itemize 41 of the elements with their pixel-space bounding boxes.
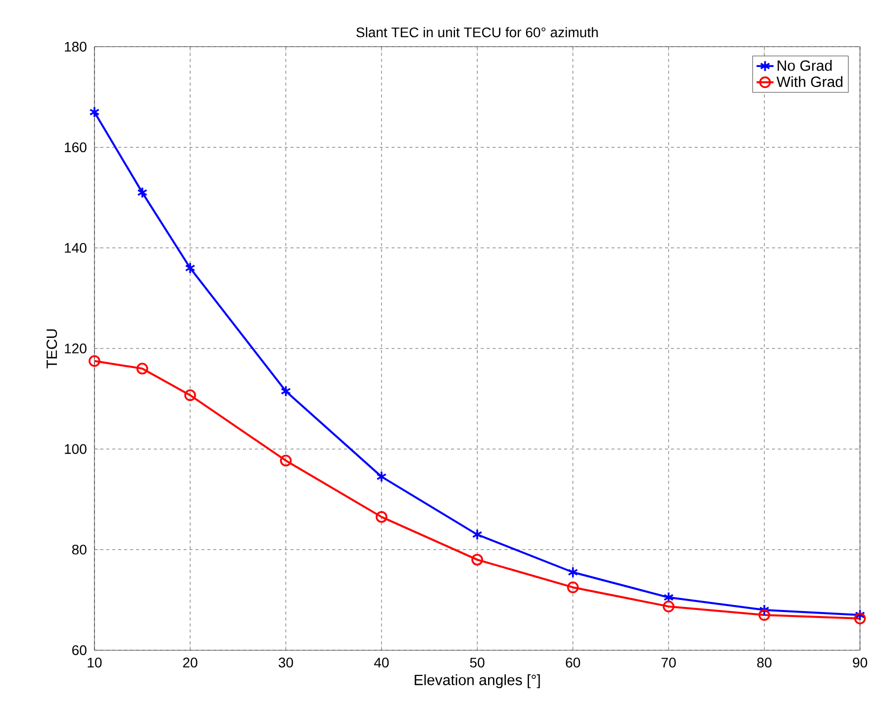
point <box>184 389 196 402</box>
point <box>280 454 292 467</box>
legend-label: No Grad <box>778 60 832 71</box>
y-axis-title: TECU <box>46 329 58 368</box>
point <box>758 609 770 621</box>
point <box>568 566 578 578</box>
point <box>184 262 196 274</box>
x-tick-label: 60 <box>566 658 580 668</box>
y-tick-label: 100 <box>64 444 86 454</box>
point <box>662 600 674 612</box>
point <box>280 385 292 398</box>
point <box>759 604 770 616</box>
y-tick-label: 160 <box>64 142 86 152</box>
point <box>376 511 388 523</box>
point <box>663 592 674 604</box>
point <box>854 609 866 621</box>
point <box>137 186 148 198</box>
x-tick-label: 50 <box>470 658 484 668</box>
x-tick-label: 90 <box>852 658 868 668</box>
x-tick-label: 80 <box>757 658 772 668</box>
x-tick-label: 10 <box>88 658 102 668</box>
y-tick-label: 140 <box>64 243 86 253</box>
point <box>471 554 484 566</box>
x-axis-title: Elevation angles [°] <box>414 674 540 688</box>
chart-title: Slant TEC in unit TECU for 60° azimuth <box>356 27 598 38</box>
y-tick-label: 180 <box>64 42 86 52</box>
x-tick-label: 30 <box>278 658 294 668</box>
legend-label: With Grad <box>776 76 842 88</box>
point <box>89 106 100 118</box>
point <box>854 612 866 624</box>
x-tick-label: 40 <box>374 658 389 668</box>
y-tick-label: 80 <box>72 544 86 555</box>
point <box>472 528 482 540</box>
y-tick-label: 120 <box>64 344 86 354</box>
x-tick-label: 20 <box>183 658 198 668</box>
point <box>376 470 387 483</box>
y-tick-label: 60 <box>72 645 86 656</box>
x-tick-label: 70 <box>662 658 676 668</box>
point <box>136 362 148 375</box>
point <box>88 355 100 367</box>
point <box>567 582 579 594</box>
